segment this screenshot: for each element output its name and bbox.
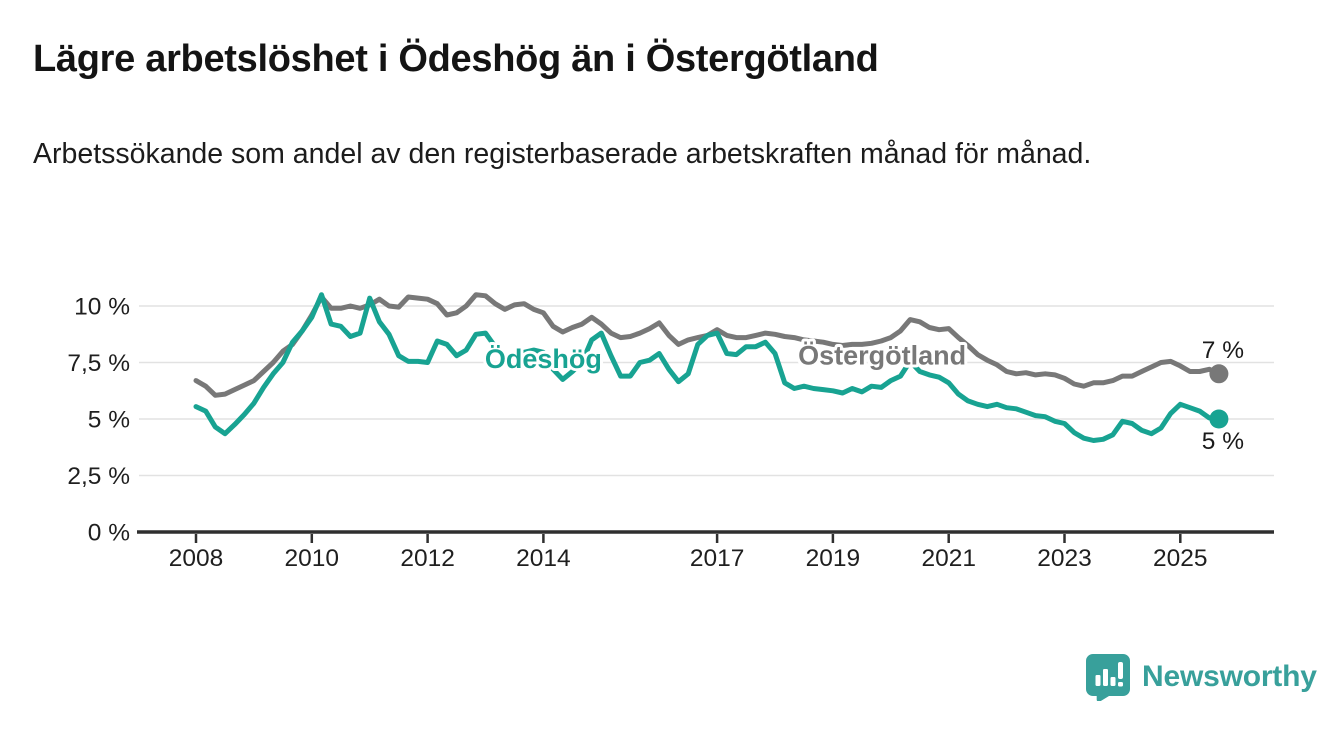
y-axis-label-2.5: 2,5 % [67,463,130,490]
newsworthy-logo-icon [1086,654,1130,701]
logo-bar-1 [1095,675,1101,686]
y-axis-label-0: 0 % [88,520,130,547]
x-axis-label-2017: 2017 [690,545,745,572]
newsworthy-wordmark: Newsworthy [1142,660,1317,693]
ödeshög-end-value-label: 5 % [1202,428,1244,455]
x-axis-label-2023: 2023 [1037,545,1092,572]
östergötland-end-dot [1209,364,1229,384]
logo-exclamation-dot [1118,682,1123,687]
logo-bar-3 [1110,677,1116,686]
östergötland-series-label: Östergötland [798,341,966,371]
x-axis-label-2025: 2025 [1153,545,1208,572]
chart-subtitle: Arbetssökande som andel av den registerb… [33,138,1092,170]
x-axis-label-2008: 2008 [169,545,224,572]
y-axis-label-5: 5 % [88,407,130,434]
x-axis-label-2014: 2014 [516,545,571,572]
chart-title: Lägre arbetslöshet i Ödeshög än i Österg… [33,38,879,80]
logo-exclamation-bar [1118,662,1123,679]
x-axis-label-2019: 2019 [806,545,861,572]
x-axis-label-2021: 2021 [921,545,976,572]
östergötland-line [193,292,1222,398]
ödeshög-series-label: Ödeshög [485,344,602,374]
ödeshög-line [193,292,1222,443]
x-axis-label-2010: 2010 [285,545,340,572]
y-axis-label-7.5: 7,5 % [67,350,130,377]
newsworthy-logo: Newsworthy [1085,653,1317,701]
logo-bar-2 [1103,669,1108,686]
ödeshög-end-dot [1209,409,1229,429]
x-axis-label-2012: 2012 [400,545,455,572]
östergötland-end-value-label: 7 % [1202,337,1244,364]
y-axis-label-10: 10 % [74,294,130,321]
